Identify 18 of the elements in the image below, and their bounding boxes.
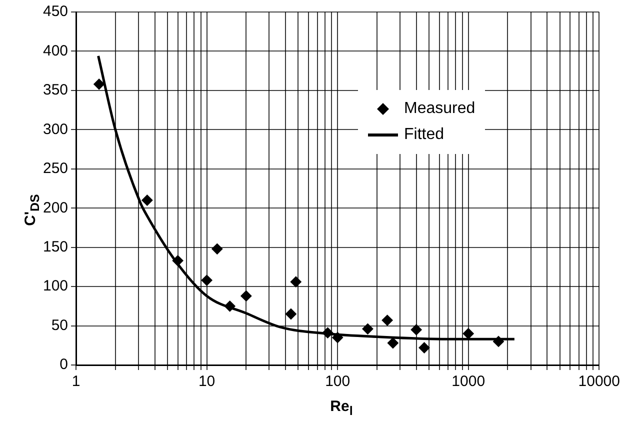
x-tick-label: 10 bbox=[198, 373, 216, 390]
y-tick-label: 300 bbox=[42, 120, 68, 138]
y-tick-label: 50 bbox=[51, 316, 68, 334]
x-tick-label: 100 bbox=[325, 373, 350, 390]
y-tick-label: 400 bbox=[42, 42, 68, 60]
x-tick-label: 10000 bbox=[578, 373, 620, 390]
x-tick-label: 1 bbox=[72, 373, 80, 390]
y-tick-label: 150 bbox=[42, 238, 68, 256]
y-tick-label: 100 bbox=[42, 278, 68, 295]
x-tick-label: 1000 bbox=[452, 373, 486, 390]
y-tick-label: 250 bbox=[42, 160, 68, 178]
legend-label: Fitted bbox=[404, 126, 444, 144]
y-tick-label: 350 bbox=[42, 82, 68, 99]
x-axis-title: Re$_{l}$ bbox=[329, 398, 354, 418]
y-tick-label: 0 bbox=[60, 356, 68, 374]
y-tick-label: 450 bbox=[42, 3, 68, 20]
y-tick-label: 200 bbox=[42, 199, 68, 216]
legend-label: Measured bbox=[404, 100, 476, 118]
